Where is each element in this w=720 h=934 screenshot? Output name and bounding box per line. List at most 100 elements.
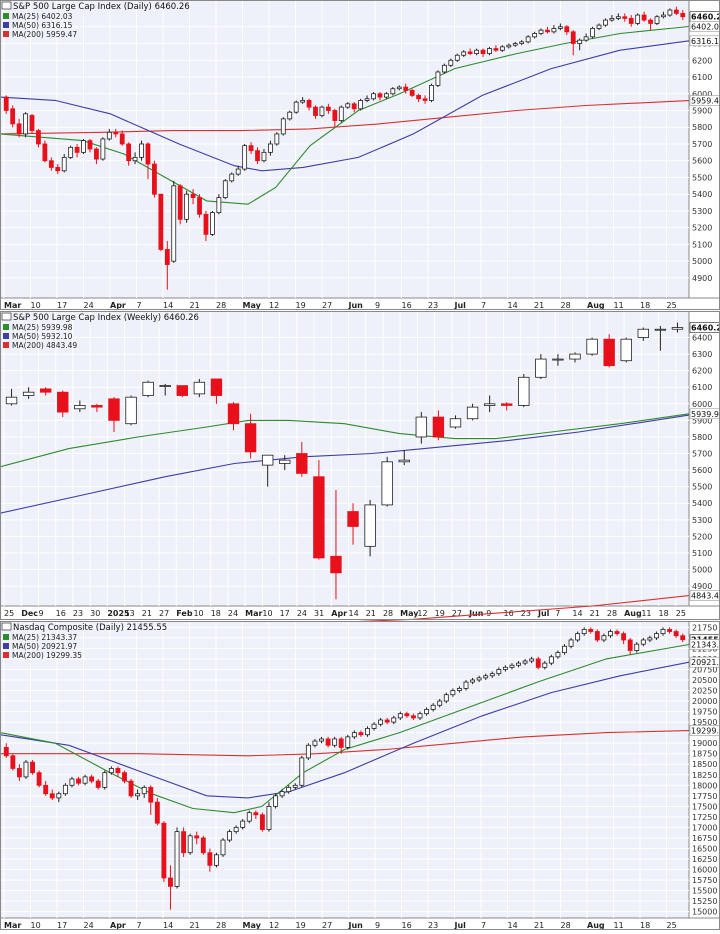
candle — [10, 105, 16, 128]
x-tick-label: 28 — [561, 301, 571, 310]
candle — [518, 373, 530, 408]
candle — [119, 130, 125, 146]
x-tick-label: 21 — [190, 301, 200, 310]
candle — [233, 825, 239, 834]
y-tick-label: 19000 — [692, 739, 717, 748]
candle — [364, 95, 370, 103]
y-tick-label: 5100 — [692, 240, 712, 249]
x-tick-label: 16 — [402, 921, 412, 930]
candle — [325, 103, 331, 114]
price-tag: 6460.26 — [689, 11, 720, 22]
legend-entry: MA(200) 19299.35 — [12, 651, 82, 660]
chart-title: S&P 500 Large Cap Index (Weekly) 6460.26 — [13, 313, 199, 323]
candle — [390, 87, 396, 96]
candle — [371, 722, 377, 731]
ma200-line — [0, 730, 690, 757]
y-tick-label: 5100 — [692, 549, 712, 558]
x-tick-label: 19 — [296, 921, 306, 930]
candle — [424, 707, 430, 716]
candle — [16, 118, 22, 138]
candle — [641, 11, 647, 22]
y-tick-label: 5000 — [692, 257, 712, 266]
candle — [159, 383, 171, 396]
y-tick-label: 20500 — [692, 676, 717, 685]
chart-panel-2: 4900 5000 5100 5200 5300 5400 5500 5600 5700 5800… — [0, 311, 720, 637]
x-tick-label: 25 — [676, 609, 686, 618]
y-tick-label: 5300 — [692, 207, 712, 216]
y-tick-label: 6200 — [692, 56, 712, 65]
candle — [601, 633, 607, 643]
candle — [154, 797, 160, 826]
candle — [371, 92, 376, 101]
x-tick-label: 7 — [137, 921, 142, 930]
candle — [673, 629, 679, 638]
x-tick-label: 19 — [435, 609, 445, 618]
ma200-line — [0, 100, 690, 135]
x-tick-label: 14 — [572, 609, 582, 618]
y-tick-label: 5500 — [692, 173, 712, 182]
candle — [313, 460, 325, 560]
candle — [448, 58, 454, 67]
y-tick-label: 4900 — [692, 274, 712, 283]
legend-swatch — [3, 643, 9, 649]
candle — [654, 325, 667, 351]
candle — [246, 810, 252, 824]
candle — [594, 629, 600, 643]
candle — [300, 97, 306, 104]
candle — [325, 736, 331, 748]
candle — [647, 635, 653, 643]
candle — [197, 194, 202, 218]
x-tick-label: 14 — [508, 301, 518, 310]
candle — [441, 63, 447, 74]
candle — [635, 13, 641, 26]
candle — [168, 865, 173, 910]
candle — [403, 83, 409, 94]
candle — [548, 654, 554, 666]
candle — [654, 631, 659, 640]
svg-text:19299.35: 19299.35 — [691, 727, 720, 736]
x-tick-label: 23 — [428, 921, 438, 930]
candle — [358, 98, 364, 111]
svg-text:20921.97: 20921.97 — [691, 658, 720, 667]
candle — [181, 827, 187, 857]
candle — [466, 403, 479, 421]
x-tick-label: 28 — [383, 609, 393, 618]
candle — [113, 128, 119, 138]
y-tick-label: 20000 — [692, 697, 717, 706]
candle — [210, 210, 215, 237]
x-tick-label: 11 — [614, 921, 624, 930]
candle — [673, 6, 679, 16]
candle — [94, 147, 99, 165]
x-tick-label: 14 — [163, 301, 173, 310]
candle — [207, 848, 213, 872]
candle — [568, 637, 574, 649]
candle — [509, 663, 515, 670]
candle — [200, 835, 206, 855]
legend-entry: MA(25) 6402.03 — [12, 12, 73, 21]
price-tag: 19299.35 — [689, 725, 720, 736]
price-axis — [689, 311, 720, 606]
candle — [220, 837, 226, 857]
price-tag: 5959.47 — [689, 95, 720, 106]
plot-area — [0, 311, 689, 606]
y-tick-label: 16000 — [692, 866, 717, 875]
candle — [39, 387, 52, 396]
x-tick-label: 25 — [667, 921, 677, 930]
x-tick-label: 23 — [73, 609, 83, 618]
price-tag: 4843.49 — [689, 590, 720, 601]
x-tick-label: 27 — [322, 921, 332, 930]
candle — [614, 629, 620, 636]
y-tick-label: 5900 — [692, 106, 712, 115]
candle — [667, 8, 673, 17]
y-tick-label: 20750 — [692, 665, 717, 674]
candle — [142, 380, 154, 398]
time-axis — [0, 298, 720, 310]
x-tick-label: Mar — [245, 609, 262, 618]
candle — [496, 667, 502, 676]
y-tick-label: 5600 — [692, 466, 712, 475]
candle — [194, 831, 200, 845]
x-tick-label: 13 — [125, 609, 135, 618]
y-tick-label: 5800 — [692, 433, 712, 442]
candle — [36, 128, 41, 148]
legend-swatch — [3, 342, 9, 348]
